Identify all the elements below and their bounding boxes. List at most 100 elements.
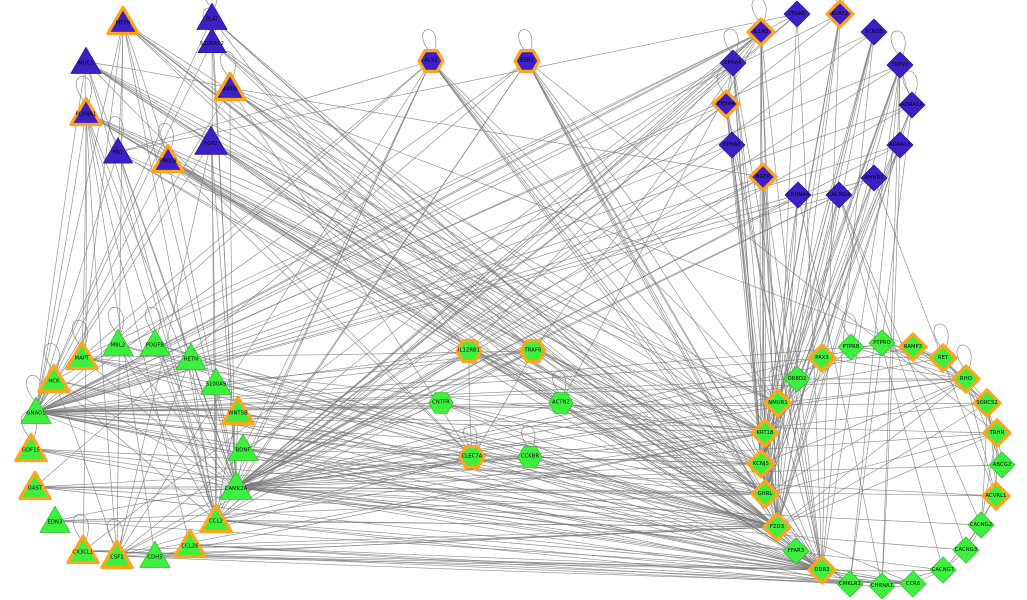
graph-edge[interactable] [35, 21, 124, 413]
graph-edge[interactable] [229, 87, 779, 404]
graph-edge[interactable] [81, 112, 87, 358]
graph-edge[interactable] [190, 357, 778, 528]
graph-edge[interactable] [117, 343, 778, 528]
graph-edge[interactable] [235, 464, 1003, 488]
graph-node-fn1[interactable]: FN1 [98, 132, 139, 173]
graph-node-traf6[interactable]: TRAF6 [515, 333, 551, 369]
graph-edge[interactable] [468, 350, 778, 528]
graph-edge[interactable] [235, 486, 778, 528]
graph-edge[interactable] [35, 60, 528, 413]
graph-edge[interactable] [235, 342, 883, 488]
graph-edge[interactable] [30, 448, 823, 571]
graph-edge[interactable] [471, 456, 778, 528]
graph-edge[interactable] [777, 402, 823, 571]
graph-edge[interactable] [526, 60, 766, 495]
graph-edge[interactable] [235, 486, 944, 571]
graph-node-s100a12[interactable]: S100A12 [193, 23, 232, 62]
graph-edge[interactable] [235, 486, 823, 571]
graph-node-chrna4[interactable]: CHRNA4 [779, 176, 818, 215]
graph-edge[interactable] [190, 357, 237, 488]
graph-edge[interactable] [154, 343, 237, 488]
graph-edge[interactable] [116, 555, 823, 571]
graph-edge[interactable] [81, 356, 237, 488]
graph-edge[interactable] [965, 378, 997, 497]
self-loop-edge[interactable] [463, 425, 478, 448]
self-loop-edge[interactable] [902, 70, 918, 95]
graph-edge[interactable] [35, 112, 87, 413]
self-loop-edge[interactable] [73, 514, 89, 540]
graph-edge[interactable] [873, 177, 997, 497]
self-loop-edge[interactable] [768, 368, 784, 393]
graph-edge[interactable] [211, 17, 217, 521]
graph-edge[interactable] [85, 112, 156, 557]
graph-edge[interactable] [35, 378, 967, 413]
graph-edge[interactable] [154, 432, 766, 557]
graph-edge[interactable] [154, 555, 823, 571]
graph-edge[interactable] [764, 144, 901, 495]
graph-edge[interactable] [82, 112, 87, 552]
graph-edge[interactable] [776, 378, 967, 528]
graph-edge[interactable] [211, 17, 470, 352]
graph-edge[interactable] [117, 60, 432, 153]
graph-edge[interactable] [526, 60, 762, 465]
graph-edge[interactable] [532, 31, 762, 352]
graph-node-cntfr[interactable]: CNTFR [423, 385, 459, 421]
graph-edge[interactable] [764, 64, 901, 495]
graph-edge[interactable] [215, 13, 798, 521]
self-loop-edge[interactable] [751, 0, 767, 22]
graph-edge[interactable] [35, 194, 840, 413]
graph-edge[interactable] [215, 60, 528, 521]
graph-edge[interactable] [838, 194, 982, 526]
self-loop-edge[interactable] [890, 30, 906, 55]
graph-node-itga8[interactable]: ITGA8 [778, 0, 817, 34]
graph-edge[interactable] [116, 526, 778, 557]
graph-edge[interactable] [235, 378, 967, 488]
graph-edge[interactable] [881, 144, 901, 587]
graph-edge[interactable] [235, 177, 875, 488]
graph-edge[interactable] [235, 144, 733, 488]
graph-edge[interactable] [35, 411, 766, 495]
graph-edge[interactable] [229, 87, 762, 465]
graph-edge[interactable] [229, 87, 823, 571]
graph-edge[interactable] [53, 379, 823, 571]
graph-edge[interactable] [235, 31, 875, 488]
graph-edge[interactable] [117, 343, 237, 488]
graph-edge[interactable] [211, 41, 237, 488]
graph-edge[interactable] [34, 486, 766, 495]
graph-edge[interactable] [430, 60, 762, 465]
graph-edge[interactable] [797, 194, 883, 587]
graph-edge[interactable] [190, 357, 217, 521]
graph-edge[interactable] [35, 357, 823, 413]
graph-edge[interactable] [85, 112, 779, 404]
self-loop-edge[interactable] [521, 425, 536, 448]
graph-edge[interactable] [215, 519, 778, 528]
graph-edge[interactable] [211, 41, 534, 352]
graph-edge[interactable] [732, 62, 779, 404]
graph-edge[interactable] [210, 141, 562, 404]
self-loop-edge[interactable] [518, 29, 533, 52]
self-loop-edge[interactable] [44, 343, 60, 369]
graph-edge[interactable] [85, 61, 766, 434]
graph-edge[interactable] [229, 87, 778, 528]
graph-edge[interactable] [468, 350, 766, 495]
graph-edge[interactable] [776, 432, 998, 528]
graph-edge[interactable] [526, 60, 779, 404]
graph-edge[interactable] [242, 448, 778, 528]
graph-edge[interactable] [235, 402, 779, 488]
graph-edge[interactable] [210, 141, 766, 434]
graph-edge[interactable] [776, 194, 840, 528]
graph-edge[interactable] [30, 448, 237, 488]
graph-edge[interactable] [35, 378, 798, 413]
graph-node-ngfr[interactable]: NGFR [744, 158, 783, 197]
graph-edge[interactable] [821, 13, 841, 571]
graph-edge[interactable] [731, 144, 766, 495]
graph-node-esr2[interactable]: ESR2 [509, 43, 545, 79]
self-loop-edge[interactable] [933, 323, 949, 348]
self-loop-edge[interactable] [108, 307, 124, 333]
graph-edge[interactable] [838, 194, 944, 571]
graph-edge[interactable] [732, 62, 823, 571]
graph-edge[interactable] [731, 144, 823, 571]
graph-edge[interactable] [189, 544, 851, 585]
graph-node-als2[interactable]: ALS2 [413, 43, 449, 79]
graph-edge[interactable] [777, 64, 901, 404]
